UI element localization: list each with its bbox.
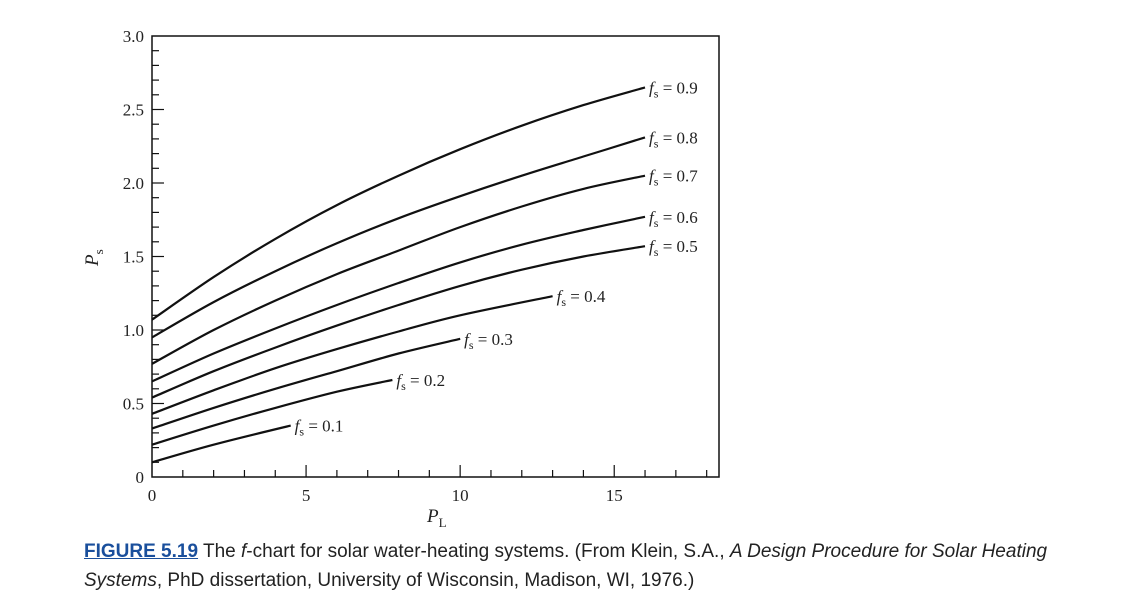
figure-caption: FIGURE 5.19 The f-chart for solar water-… [84, 537, 1104, 595]
curve-label: fs = 0.6 [649, 208, 698, 230]
figure-ref-link[interactable]: FIGURE 5.19 [84, 541, 199, 562]
curve-line [151, 424, 291, 464]
y-tick-label: 3.0 [123, 27, 144, 46]
caption-text-c: , PhD dissertation, University of Wiscon… [156, 570, 695, 591]
plot-frame [151, 35, 720, 478]
curve-label: fs = 0.4 [557, 287, 606, 309]
curve-label: fs = 0.7 [649, 167, 698, 189]
y-tick-label: 2.5 [123, 101, 144, 120]
curve-line [151, 245, 646, 399]
x-tick-label: 10 [452, 486, 469, 505]
caption-source-title: A Design Procedure for Solar Heating Sys… [84, 541, 1048, 591]
x-axis-label: PL [426, 506, 447, 530]
curve-line [151, 378, 393, 446]
curve-label: fs = 0.8 [649, 128, 698, 150]
y-tick-label: 1.5 [123, 248, 144, 267]
x-tick-label: 15 [606, 486, 623, 505]
curve-label: fs = 0.3 [464, 330, 513, 352]
y-tick-label: 2.0 [123, 174, 144, 193]
caption-text-b: -chart for solar water-heating systems. … [246, 541, 730, 562]
y-tick-label: 1.0 [123, 321, 144, 340]
x-tick-label: 5 [302, 486, 311, 505]
curve-line [151, 174, 646, 365]
curve-line [151, 86, 646, 321]
curve-label: fs = 0.2 [396, 371, 445, 393]
curve-labels: fs = 0.9 fs = 0.8 fs = 0.7 fs = 0.6 fs = 0.5… [295, 78, 699, 438]
caption-f: f [241, 541, 247, 562]
tick-labels: 0 5 10 15 0 0.5 1.0 1.5 2.0 2.5 3.0 [123, 27, 623, 505]
caption-text-a: The [198, 541, 242, 562]
curve-label: fs = 0.5 [649, 237, 698, 259]
curve-line [151, 337, 461, 430]
curve-line [151, 295, 553, 415]
axis-ticks [152, 50, 708, 477]
x-tick-label: 0 [148, 486, 157, 505]
curve-label: fs = 0.1 [295, 417, 344, 439]
curve-label: fs = 0.9 [649, 78, 698, 100]
y-tick-label: 0.5 [123, 395, 144, 414]
curve-line [151, 215, 646, 383]
y-tick-label: 0 [136, 468, 145, 487]
curves [151, 86, 646, 464]
curve-line [151, 136, 646, 339]
y-axis-label: Ps [82, 249, 106, 267]
